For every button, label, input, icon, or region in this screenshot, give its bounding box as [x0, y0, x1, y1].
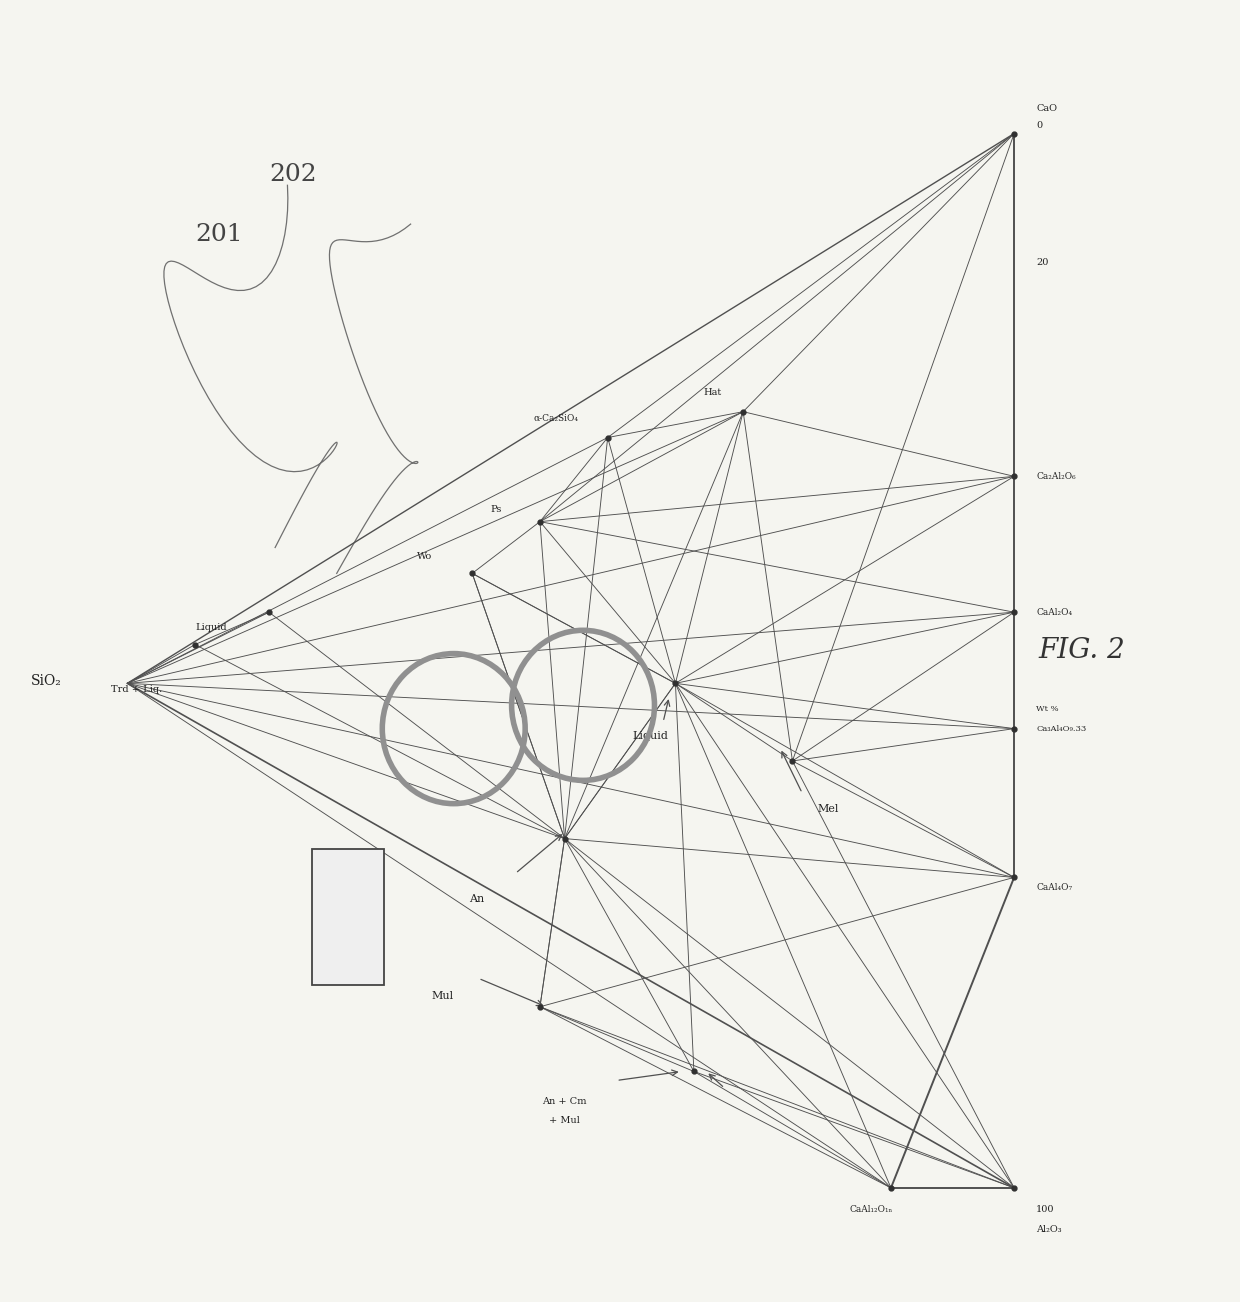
Text: 0: 0	[1037, 121, 1043, 130]
Text: Hat: Hat	[704, 388, 722, 397]
FancyBboxPatch shape	[312, 849, 383, 984]
Text: An: An	[469, 894, 485, 905]
Text: Ca₂Al₂O₆: Ca₂Al₂O₆	[1037, 471, 1076, 480]
Text: CaAl₄O₇: CaAl₄O₇	[1037, 883, 1073, 892]
Text: Liquid: Liquid	[632, 732, 668, 741]
Text: Ca₃Al₄O₉.33: Ca₃Al₄O₉.33	[1037, 725, 1086, 733]
Text: α-Ca₂SiO₄: α-Ca₂SiO₄	[533, 414, 579, 423]
Text: 202: 202	[269, 164, 316, 186]
Text: CaAl₁₂O₁ₙ: CaAl₁₂O₁ₙ	[849, 1206, 893, 1215]
Text: CaAl₂O₄: CaAl₂O₄	[1037, 608, 1073, 617]
Text: Mel: Mel	[817, 803, 838, 814]
Text: + Mul: + Mul	[549, 1116, 580, 1125]
Text: Trd + Liq.: Trd + Liq.	[112, 685, 162, 694]
Text: 201: 201	[195, 223, 243, 246]
Text: 20: 20	[1037, 258, 1049, 267]
Text: SiO₂: SiO₂	[31, 673, 62, 687]
Text: Wt %: Wt %	[1037, 706, 1059, 713]
Text: Ps: Ps	[491, 505, 502, 514]
Text: An + Cm: An + Cm	[542, 1096, 587, 1105]
Text: 100: 100	[1037, 1206, 1055, 1215]
Text: CaO: CaO	[1037, 104, 1058, 113]
Text: FIG. 2: FIG. 2	[1039, 638, 1126, 664]
Text: Mul: Mul	[432, 991, 454, 1001]
Text: Al₂O₃: Al₂O₃	[1037, 1225, 1061, 1234]
Text: Wo: Wo	[417, 552, 432, 561]
Text: 1300°C: 1300°C	[341, 892, 355, 940]
Text: Liquid: Liquid	[195, 624, 227, 633]
